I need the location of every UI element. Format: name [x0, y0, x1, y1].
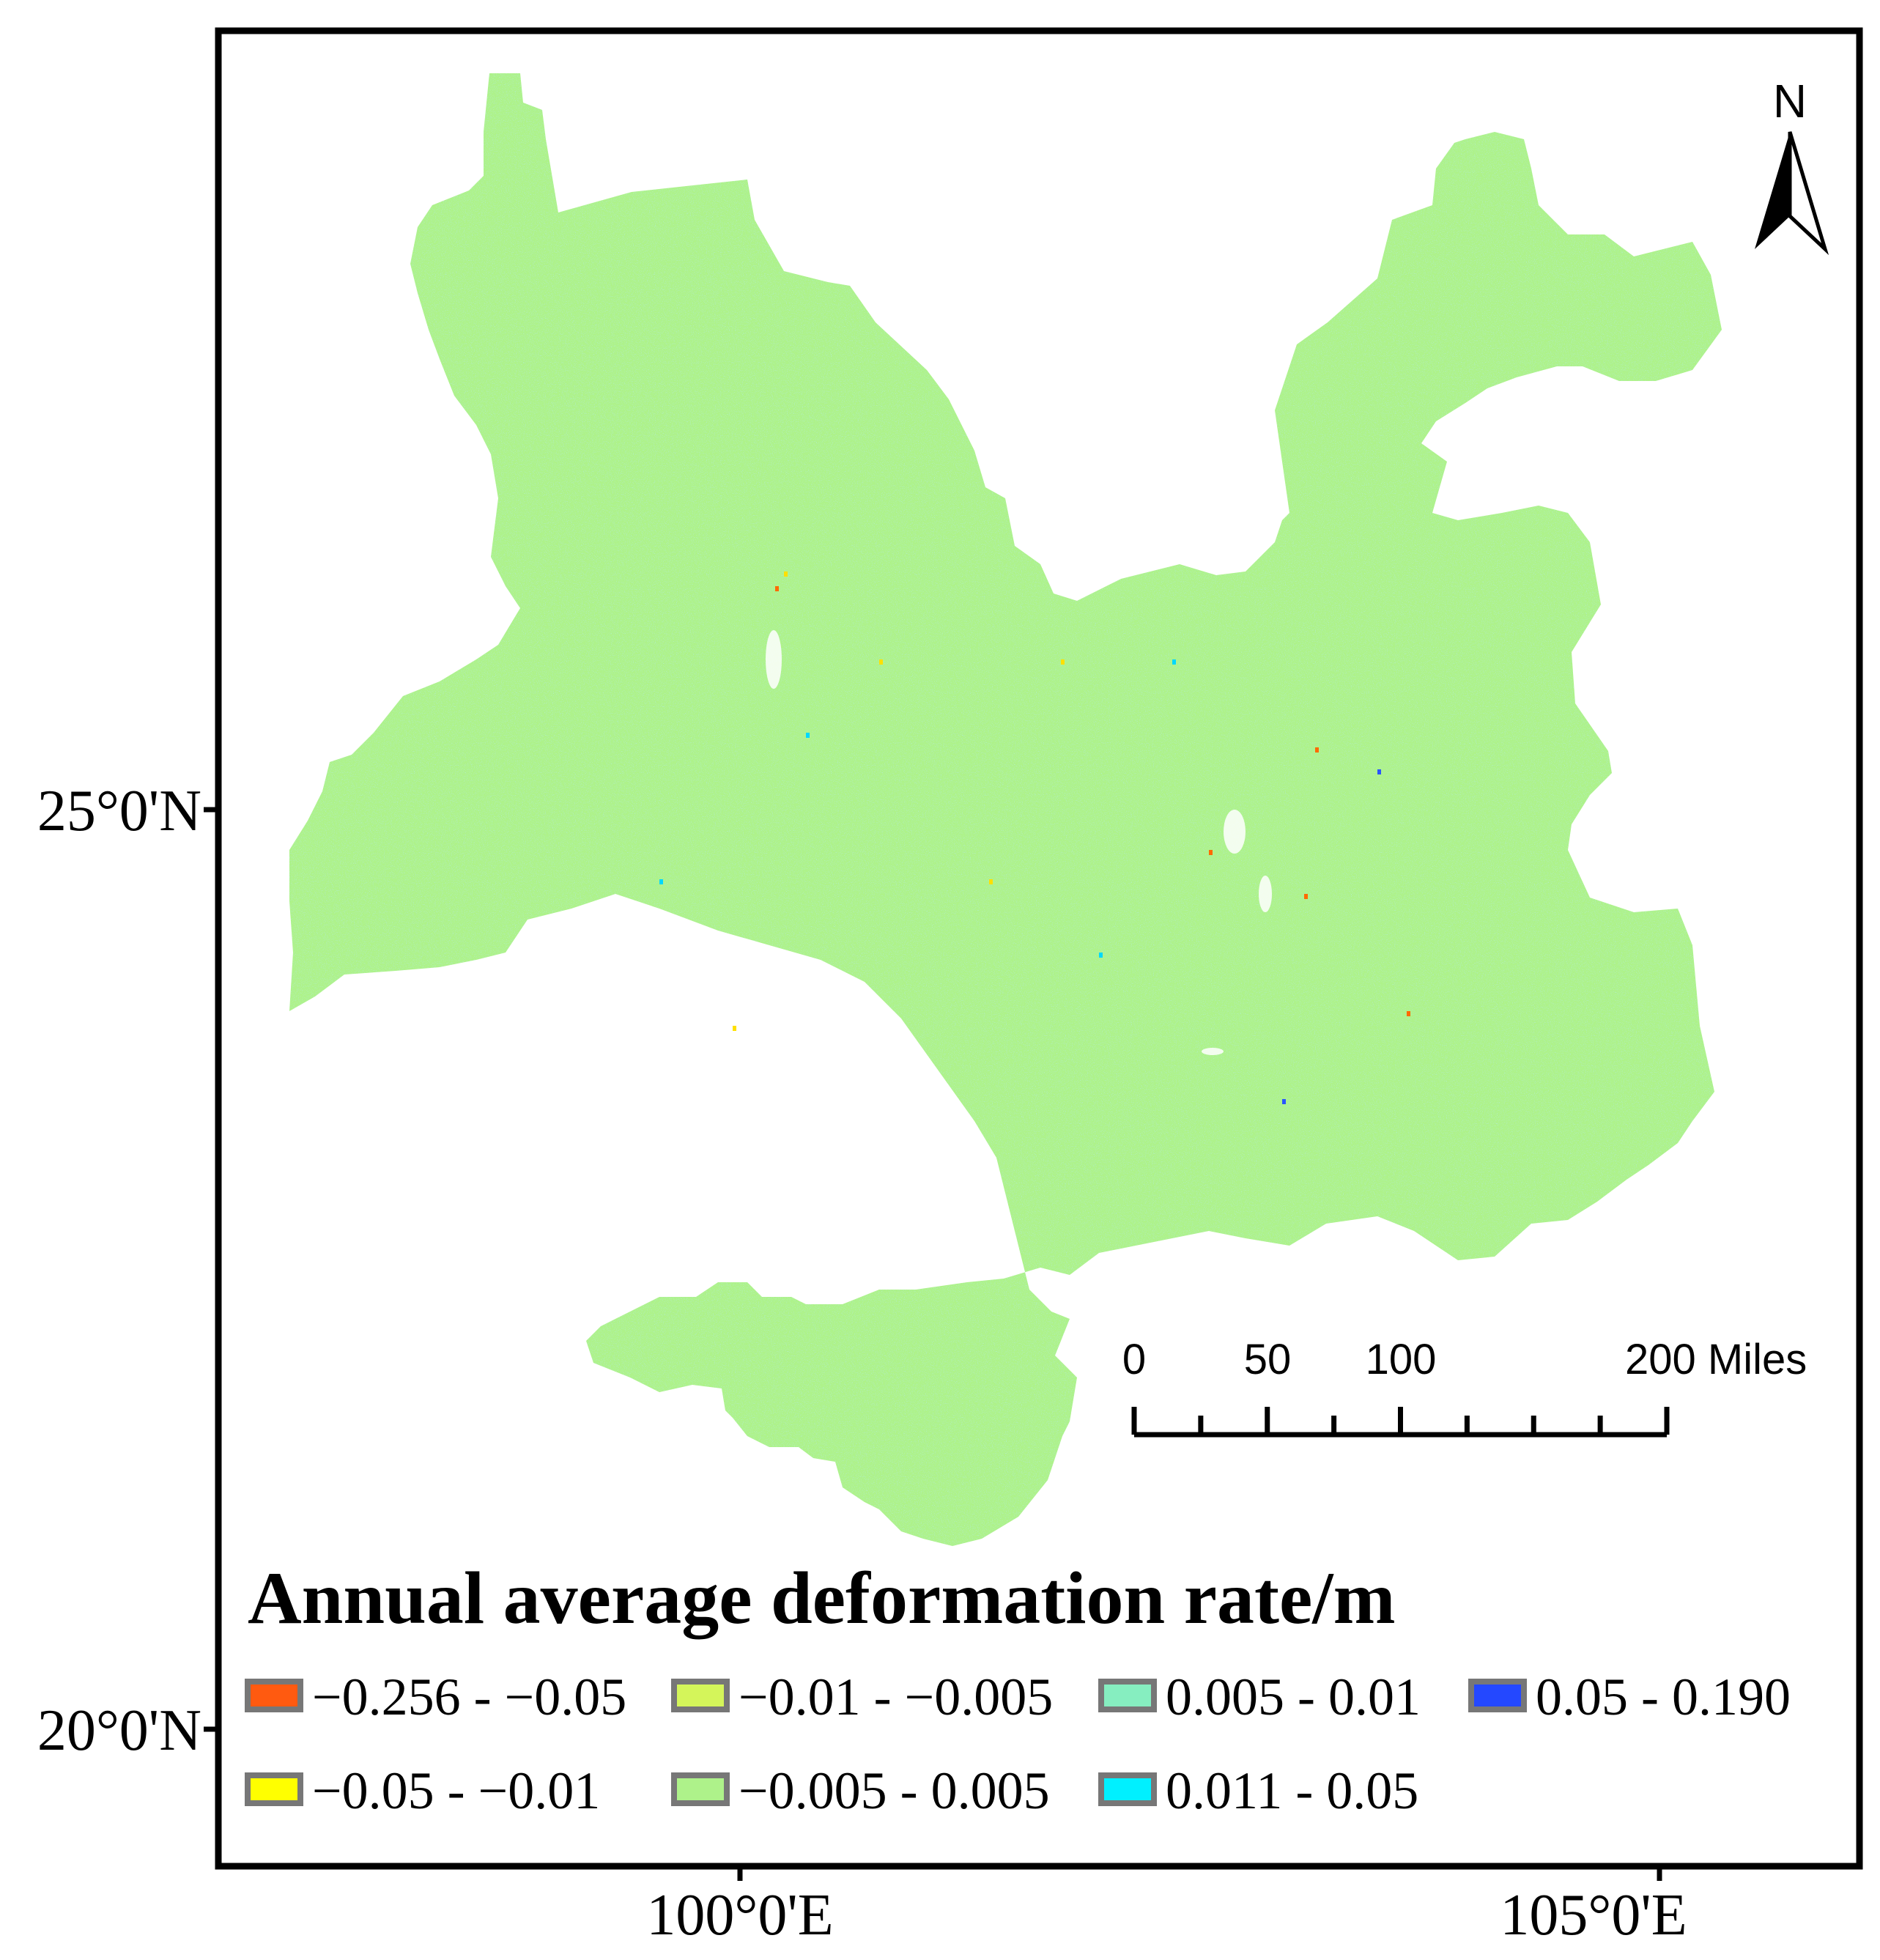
legend-item: −0.005 - 0.005 — [671, 1761, 1050, 1820]
x-tick-label-100e: 100°0'E — [646, 1883, 833, 1948]
scale-bar-ticks — [1131, 1407, 1670, 1435]
legend-label: −0.05 - −0.01 — [312, 1761, 600, 1820]
legend: Annual average deformation rate/m −0.256… — [245, 1557, 1791, 1820]
legend-title: Annual average deformation rate/m — [248, 1557, 1396, 1640]
scale-label-100: 100 — [1366, 1336, 1437, 1383]
region-speckle-overlay — [289, 73, 1722, 1546]
anomaly-point — [806, 733, 810, 738]
legend-item: 0.011 - 0.05 — [1098, 1761, 1418, 1820]
anomaly-point — [1377, 769, 1381, 774]
anomaly-point — [775, 586, 779, 591]
legend-item: −0.01 - −0.005 — [671, 1668, 1053, 1726]
no-data-patch — [1259, 876, 1272, 912]
no-data-patch — [1224, 810, 1246, 854]
legend-swatch — [245, 1772, 303, 1806]
anomaly-point — [1282, 1099, 1286, 1104]
legend-items: −0.256 - −0.05 −0.01 - −0.005 0.005 - 0.01… — [245, 1668, 1791, 1820]
anomaly-point — [989, 879, 993, 884]
x-axis: 100°0'E 105°0'E — [646, 1866, 1687, 1948]
anomaly-point — [659, 879, 663, 884]
anomaly-point — [1209, 850, 1213, 855]
map-frame — [215, 27, 1863, 1870]
north-arrow: N — [1755, 75, 1829, 256]
x-tick-label-105e: 105°0'E — [1500, 1883, 1687, 1948]
legend-swatch — [1468, 1679, 1527, 1712]
anomaly-point — [1315, 747, 1319, 752]
legend-label: −0.256 - −0.05 — [312, 1668, 626, 1726]
anomaly-point — [1407, 1011, 1410, 1016]
scale-label-200-miles: 200 Miles — [1625, 1336, 1807, 1383]
legend-item: 0.005 - 0.01 — [1098, 1668, 1421, 1726]
scale-label-0: 0 — [1122, 1336, 1146, 1383]
anomaly-point — [1099, 953, 1103, 958]
legend-label: 0.005 - 0.01 — [1166, 1668, 1421, 1726]
y-tick-label-25n: 25°0'N — [37, 779, 201, 843]
legend-label: 0.05 - 0.190 — [1536, 1668, 1791, 1726]
legend-swatch — [245, 1679, 303, 1712]
legend-item: −0.256 - −0.05 — [245, 1668, 626, 1726]
scale-bar: 0 50 100 200 Miles — [1122, 1336, 1807, 1438]
study-region — [289, 73, 1722, 1546]
legend-item: 0.05 - 0.190 — [1468, 1668, 1791, 1726]
y-tick-label-20n: 20°0'N — [37, 1698, 201, 1763]
legend-swatch — [1098, 1772, 1157, 1806]
anomaly-point — [733, 1026, 736, 1031]
north-arrow-label: N — [1773, 75, 1807, 127]
legend-label: −0.01 - −0.005 — [739, 1668, 1053, 1726]
legend-swatch — [671, 1772, 730, 1806]
legend-label: −0.005 - 0.005 — [739, 1761, 1050, 1820]
anomaly-point — [784, 572, 788, 577]
legend-item: −0.05 - −0.01 — [245, 1761, 600, 1820]
legend-swatch — [671, 1679, 730, 1712]
anomaly-point — [1304, 894, 1308, 899]
scale-label-50: 50 — [1244, 1336, 1292, 1383]
anomaly-point — [879, 659, 883, 665]
deformation-anomalies — [659, 572, 1410, 1104]
legend-label: 0.011 - 0.05 — [1166, 1761, 1418, 1820]
north-arrow-icon — [1755, 131, 1829, 256]
anomaly-point — [1172, 659, 1176, 665]
y-axis: 25°0'N 20°0'N — [37, 779, 218, 1763]
no-data-patch — [766, 630, 782, 689]
no-data-patch — [1202, 1048, 1224, 1055]
legend-swatch — [1098, 1679, 1157, 1712]
anomaly-point — [1061, 659, 1065, 665]
